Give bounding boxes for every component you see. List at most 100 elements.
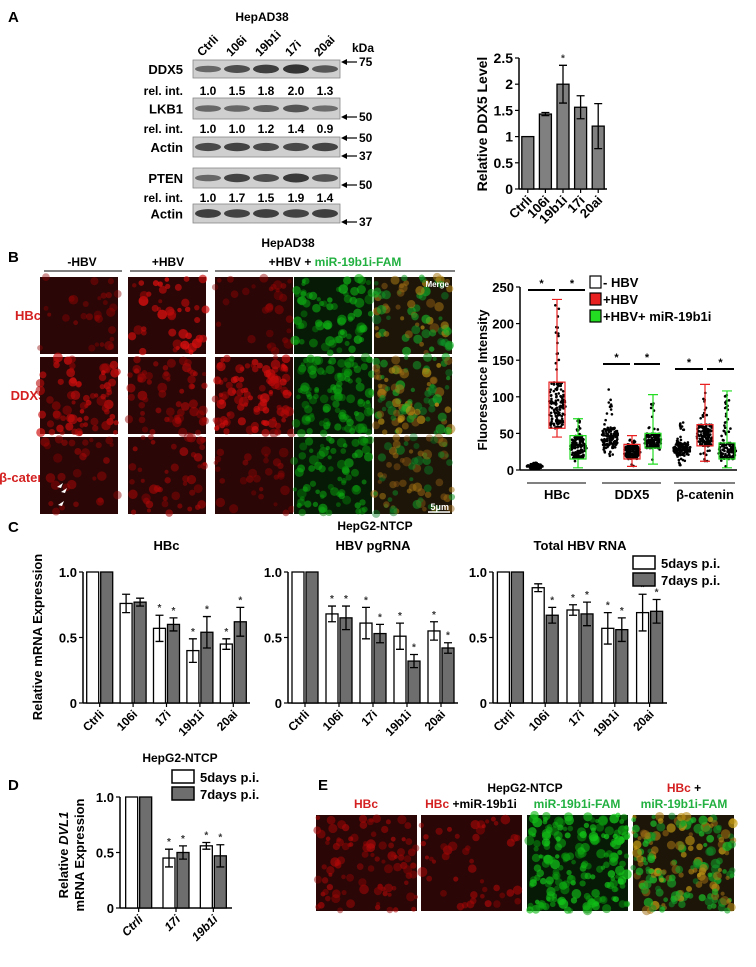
cell — [610, 852, 619, 862]
cell — [666, 840, 676, 850]
cell — [369, 818, 374, 823]
cell — [275, 287, 280, 293]
cell — [193, 484, 203, 494]
scatter-point — [574, 452, 578, 456]
cell — [328, 872, 333, 877]
cell — [380, 375, 385, 380]
scatter-point — [613, 439, 617, 443]
cell — [667, 878, 677, 888]
panel-d-cell-line: HepG2-NTCP — [142, 751, 217, 765]
legend-swatch — [589, 292, 602, 306]
cell — [405, 872, 413, 879]
scatter-point — [572, 454, 576, 458]
cell — [54, 435, 64, 444]
cell — [68, 294, 79, 305]
error-bar — [541, 111, 550, 117]
cell — [152, 280, 159, 287]
cell — [361, 851, 369, 858]
micrograph — [213, 437, 296, 517]
box — [548, 381, 566, 429]
significance-star: * — [167, 837, 171, 848]
cell — [549, 856, 556, 863]
cell — [308, 448, 314, 454]
scatter-point — [725, 446, 729, 450]
legend-label: - HBV — [603, 275, 639, 290]
scatter-point — [531, 467, 535, 471]
cell — [428, 346, 435, 352]
scatter-point — [526, 464, 530, 467]
cell — [171, 491, 181, 501]
cell — [46, 396, 54, 404]
cell — [342, 495, 352, 505]
blot-cell-line: HepAD38 — [235, 10, 289, 24]
cell — [342, 443, 348, 448]
cell — [344, 458, 354, 468]
cell — [246, 475, 254, 483]
cell — [242, 287, 250, 296]
cell — [124, 415, 134, 424]
blot-band — [224, 142, 250, 152]
cell — [248, 468, 258, 478]
cell — [372, 357, 381, 366]
scatter-point — [699, 416, 702, 420]
scatter-point — [612, 444, 615, 448]
cell — [158, 299, 163, 304]
scatter-point — [604, 418, 607, 422]
cell — [140, 435, 146, 440]
cell — [432, 394, 443, 404]
cell — [321, 864, 327, 870]
significance-star: * — [645, 352, 650, 364]
cell — [695, 881, 703, 888]
marker-arrow-icon — [341, 59, 347, 65]
scatter-point — [579, 436, 583, 440]
cell — [407, 300, 416, 309]
cell — [266, 343, 272, 349]
cell — [222, 298, 230, 306]
cell — [588, 831, 599, 842]
micrograph — [291, 352, 376, 438]
cell — [133, 355, 141, 364]
cell — [137, 390, 148, 401]
scatter-point — [604, 428, 607, 431]
scatter-point — [552, 383, 556, 386]
y-axis-label: Fluorescence Intensity — [475, 309, 490, 451]
panel-label-b: B — [8, 249, 19, 266]
cell — [376, 364, 381, 369]
cell — [344, 375, 351, 382]
cell — [108, 378, 117, 387]
cell — [418, 822, 424, 828]
scatter-point — [558, 405, 562, 408]
cell — [703, 825, 713, 835]
cell — [146, 508, 152, 513]
cell — [146, 379, 152, 385]
kda-marker: 37 — [359, 215, 373, 229]
lane-label: 106i — [223, 33, 249, 59]
bar — [566, 609, 580, 704]
scatter-point — [701, 438, 705, 441]
cell — [411, 312, 419, 321]
cell — [396, 848, 406, 857]
significance-star: * — [641, 582, 645, 593]
scatter-point — [573, 459, 577, 463]
cell — [315, 904, 321, 910]
cell — [157, 486, 163, 493]
scatter-point — [703, 440, 707, 444]
cell — [309, 412, 315, 418]
cell — [377, 397, 383, 403]
error-bar — [179, 845, 187, 860]
bar — [441, 647, 455, 704]
cell — [354, 297, 365, 308]
cell — [94, 314, 103, 323]
cell — [313, 826, 322, 835]
significance-star: * — [446, 631, 450, 642]
scatter-point — [652, 438, 655, 442]
error-bar — [548, 606, 557, 624]
cell — [374, 411, 383, 419]
cell — [729, 867, 736, 874]
cell — [376, 410, 385, 419]
cell — [680, 820, 687, 827]
cell — [297, 366, 306, 375]
cell — [650, 846, 659, 854]
cell — [341, 426, 346, 431]
cell — [362, 843, 372, 853]
